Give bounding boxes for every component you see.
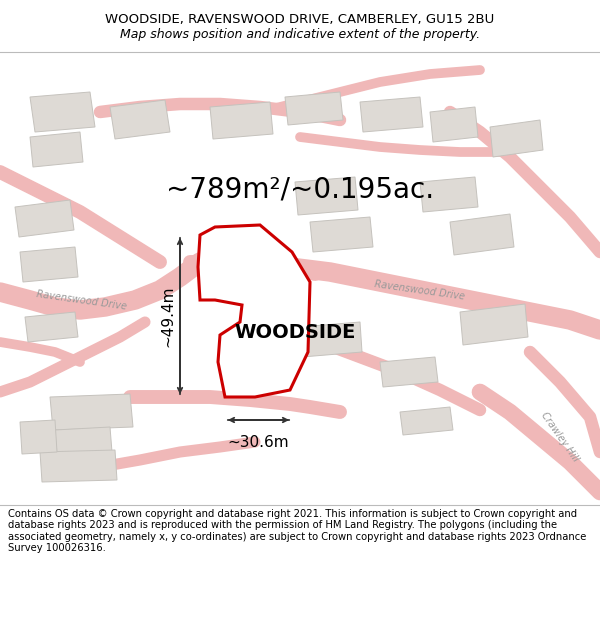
Polygon shape xyxy=(40,450,117,482)
Polygon shape xyxy=(50,394,133,430)
Polygon shape xyxy=(20,420,57,454)
Polygon shape xyxy=(300,322,362,357)
Text: Map shows position and indicative extent of the property.: Map shows position and indicative extent… xyxy=(120,28,480,41)
Polygon shape xyxy=(15,200,74,237)
Polygon shape xyxy=(380,357,438,387)
Polygon shape xyxy=(55,427,112,455)
Polygon shape xyxy=(460,304,528,345)
Text: Crawley Hill: Crawley Hill xyxy=(539,411,581,464)
Text: ~30.6m: ~30.6m xyxy=(227,435,289,450)
Polygon shape xyxy=(210,102,273,139)
Polygon shape xyxy=(295,177,358,215)
Text: Contains OS data © Crown copyright and database right 2021. This information is : Contains OS data © Crown copyright and d… xyxy=(8,509,586,553)
Polygon shape xyxy=(198,225,310,397)
Text: Ravenswood Drive: Ravenswood Drive xyxy=(374,279,466,301)
Text: ~49.4m: ~49.4m xyxy=(160,285,175,347)
Polygon shape xyxy=(25,312,78,342)
Text: WOODSIDE: WOODSIDE xyxy=(235,322,356,341)
Polygon shape xyxy=(310,217,373,252)
Text: Ravenswood Drive: Ravenswood Drive xyxy=(36,289,128,311)
Polygon shape xyxy=(490,120,543,157)
Polygon shape xyxy=(430,107,478,142)
Wedge shape xyxy=(530,505,600,574)
Polygon shape xyxy=(30,132,83,167)
Polygon shape xyxy=(110,100,170,139)
Text: ~789m²/~0.195ac.: ~789m²/~0.195ac. xyxy=(166,176,434,204)
Polygon shape xyxy=(30,92,95,132)
Polygon shape xyxy=(450,214,514,255)
Polygon shape xyxy=(20,247,78,282)
Polygon shape xyxy=(400,407,453,435)
Text: WOODSIDE, RAVENSWOOD DRIVE, CAMBERLEY, GU15 2BU: WOODSIDE, RAVENSWOOD DRIVE, CAMBERLEY, G… xyxy=(106,13,494,26)
Polygon shape xyxy=(285,92,343,125)
Polygon shape xyxy=(420,177,478,212)
Polygon shape xyxy=(360,97,423,132)
